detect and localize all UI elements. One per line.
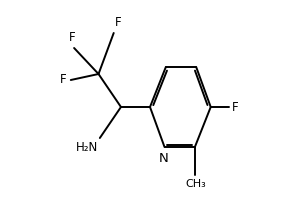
- Text: F: F: [232, 101, 239, 113]
- Text: N: N: [159, 152, 168, 165]
- Text: H₂N: H₂N: [76, 141, 98, 154]
- Text: F: F: [115, 16, 122, 29]
- Text: CH₃: CH₃: [185, 179, 206, 189]
- Text: F: F: [69, 31, 75, 44]
- Text: F: F: [60, 72, 67, 86]
